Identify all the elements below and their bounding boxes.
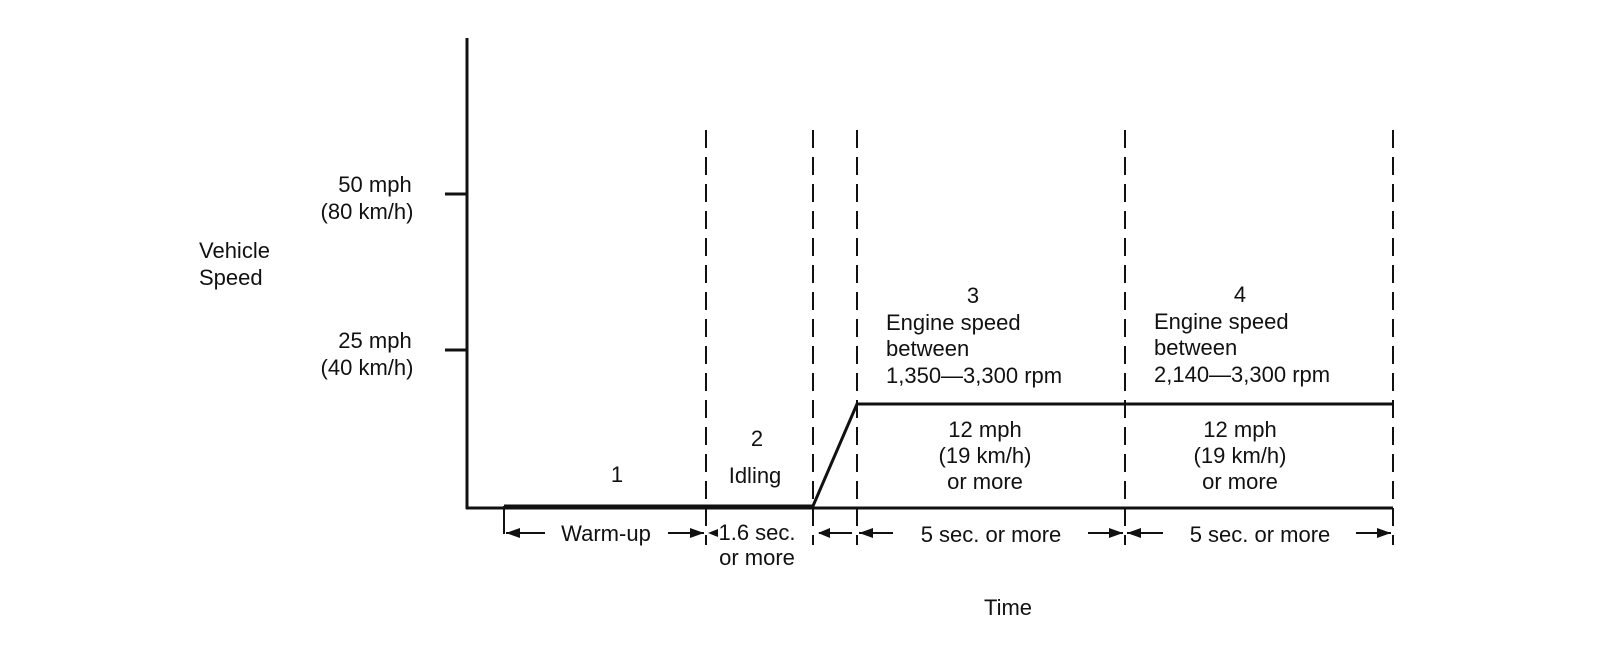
phase-4-speed-more: or more	[1202, 469, 1278, 494]
phase-4-speed-mph: 12 mph	[1203, 417, 1276, 442]
tick-label-80-kmh: (80 km/h)	[321, 199, 414, 224]
x-axis-label: Time	[984, 595, 1032, 620]
phase-4-number: 4	[1234, 282, 1246, 307]
phase-3-engine-rpm: 1,350—3,300 rpm	[886, 363, 1062, 388]
p4-arrowhead-right	[1377, 528, 1391, 538]
phase-4-speed-kmh: (19 km/h)	[1194, 443, 1287, 468]
duration-phase-4: 5 sec. or more	[1190, 522, 1331, 547]
phase-3-speed-mph: 12 mph	[948, 417, 1021, 442]
duration-warmup: Warm-up	[561, 521, 651, 546]
duration-idle-line2: or more	[719, 545, 795, 570]
phase-3-speed-kmh: (19 km/h)	[939, 443, 1032, 468]
duration-phase-3: 5 sec. or more	[921, 522, 1062, 547]
accel-arrowhead-left	[818, 528, 830, 538]
phase-1-number: 1	[611, 462, 623, 487]
phase-3-speed-more: or more	[947, 469, 1023, 494]
tick-label-40-kmh: (40 km/h)	[321, 355, 414, 380]
p4-arrowhead-left	[1127, 528, 1141, 538]
duration-idle-line1: 1.6 sec.	[718, 520, 795, 545]
phase-4-engine-rpm: 2,140—3,300 rpm	[1154, 362, 1330, 387]
y-axis-label-line2: Speed	[199, 265, 263, 290]
phase-4-engine-line2: between	[1154, 335, 1237, 360]
tick-label-50-mph: 50 mph	[338, 172, 411, 197]
y-axis-label-line1: Vehicle	[199, 238, 270, 263]
phase-3-number: 3	[967, 283, 979, 308]
phase-3-engine-line2: between	[886, 336, 969, 361]
phase-2-label: Idling	[729, 463, 782, 488]
tick-label-25-mph: 25 mph	[338, 328, 411, 353]
phase-3-engine-line1: Engine speed	[886, 310, 1021, 335]
p3-arrowhead-right	[1109, 528, 1123, 538]
p3-arrowhead-left	[859, 528, 873, 538]
phase-2-number: 2	[751, 426, 763, 451]
phase-4-engine-line1: Engine speed	[1154, 309, 1289, 334]
warmup-arrowhead-left	[506, 528, 520, 538]
idle-arrowhead-left	[708, 529, 718, 537]
warmup-arrowhead-right	[690, 528, 704, 538]
